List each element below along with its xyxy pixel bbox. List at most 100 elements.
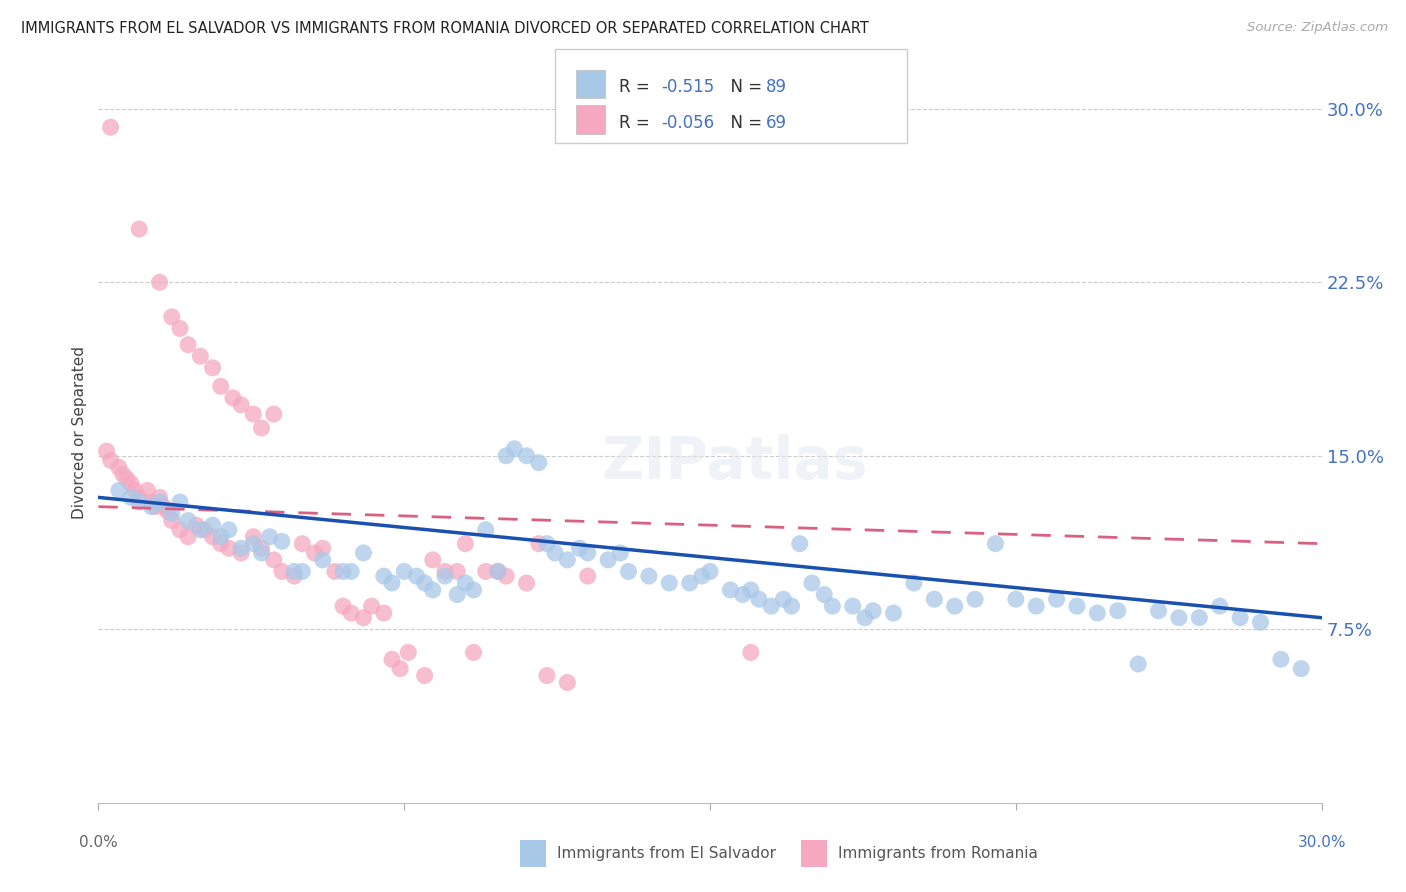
Point <box>422 553 444 567</box>
Point <box>821 599 844 614</box>
Point <box>638 569 661 583</box>
Text: -0.515: -0.515 <box>661 78 714 96</box>
Point <box>731 588 754 602</box>
Point <box>454 576 477 591</box>
Point <box>169 495 191 509</box>
Text: IMMIGRANTS FROM EL SALVADOR VS IMMIGRANTS FROM ROMANIA DIVORCED OR SEPARATED COR: IMMIGRANTS FROM EL SALVADOR VS IMMIGRANT… <box>21 21 869 36</box>
Point <box>1066 599 1088 614</box>
Point <box>242 537 264 551</box>
Point <box>434 565 457 579</box>
Point <box>304 546 326 560</box>
Point <box>152 500 174 514</box>
Point <box>177 337 200 351</box>
Point <box>209 379 232 393</box>
Text: R =: R = <box>619 114 655 132</box>
Point <box>474 523 498 537</box>
Point <box>1229 611 1251 625</box>
Text: 30.0%: 30.0% <box>1298 836 1346 850</box>
Point <box>231 546 253 560</box>
Point <box>740 582 762 597</box>
Point <box>291 537 314 551</box>
Point <box>984 537 1007 551</box>
Point <box>141 495 163 509</box>
Point <box>598 553 620 567</box>
Point <box>96 444 118 458</box>
Point <box>291 565 314 579</box>
Point <box>160 310 183 324</box>
Point <box>263 553 285 567</box>
Point <box>576 569 599 583</box>
Point <box>283 569 305 583</box>
Point <box>761 599 783 614</box>
Point <box>557 553 579 567</box>
Point <box>405 569 427 583</box>
Point <box>128 491 150 505</box>
Point <box>965 592 987 607</box>
Point <box>186 518 208 533</box>
Point <box>446 565 468 579</box>
Point <box>188 523 212 537</box>
Point <box>352 546 374 560</box>
Point <box>536 537 558 551</box>
Text: 0.0%: 0.0% <box>79 836 118 850</box>
Text: R =: R = <box>619 78 655 96</box>
Point <box>617 565 640 579</box>
Text: N =: N = <box>720 114 768 132</box>
Point <box>748 592 770 607</box>
Point <box>413 668 436 682</box>
Point <box>486 565 509 579</box>
Text: N =: N = <box>720 78 768 96</box>
Point <box>679 576 702 591</box>
Point <box>463 645 485 659</box>
Point <box>270 534 294 549</box>
Point <box>853 611 876 625</box>
Point <box>188 349 212 363</box>
Point <box>609 546 631 560</box>
Point <box>169 321 191 335</box>
Point <box>396 645 419 659</box>
Point <box>332 599 354 614</box>
Point <box>1128 657 1150 671</box>
Text: -0.056: -0.056 <box>661 114 714 132</box>
Y-axis label: Divorced or Separated: Divorced or Separated <box>72 346 87 519</box>
Point <box>434 569 457 583</box>
Point <box>283 565 305 579</box>
Point <box>922 592 945 607</box>
Point <box>373 606 395 620</box>
Point <box>263 407 285 421</box>
Point <box>120 476 142 491</box>
Point <box>218 541 240 556</box>
Text: ZIPatlas: ZIPatlas <box>602 434 868 491</box>
Point <box>209 537 232 551</box>
Point <box>250 541 273 556</box>
Text: Immigrants from El Salvador: Immigrants from El Salvador <box>557 847 776 861</box>
Point <box>149 275 172 289</box>
Point <box>160 514 183 528</box>
Point <box>903 576 925 591</box>
Point <box>1107 604 1129 618</box>
Point <box>422 582 444 597</box>
Text: Immigrants from Romania: Immigrants from Romania <box>838 847 1038 861</box>
Point <box>1291 662 1313 676</box>
Point <box>841 599 863 614</box>
Point <box>332 565 354 579</box>
Point <box>108 460 131 475</box>
Point <box>454 537 477 551</box>
Point <box>141 500 163 514</box>
Point <box>536 668 558 682</box>
Point <box>1167 611 1189 625</box>
Point <box>231 541 253 556</box>
Point <box>201 360 224 375</box>
Point <box>193 523 215 537</box>
Point <box>503 442 526 456</box>
Point <box>720 582 742 597</box>
Point <box>149 491 172 505</box>
Point <box>516 449 538 463</box>
Point <box>780 599 803 614</box>
Point <box>312 553 335 567</box>
Point <box>231 398 253 412</box>
Point <box>463 582 485 597</box>
Point <box>446 588 468 602</box>
Point <box>413 576 436 591</box>
Point <box>201 530 224 544</box>
